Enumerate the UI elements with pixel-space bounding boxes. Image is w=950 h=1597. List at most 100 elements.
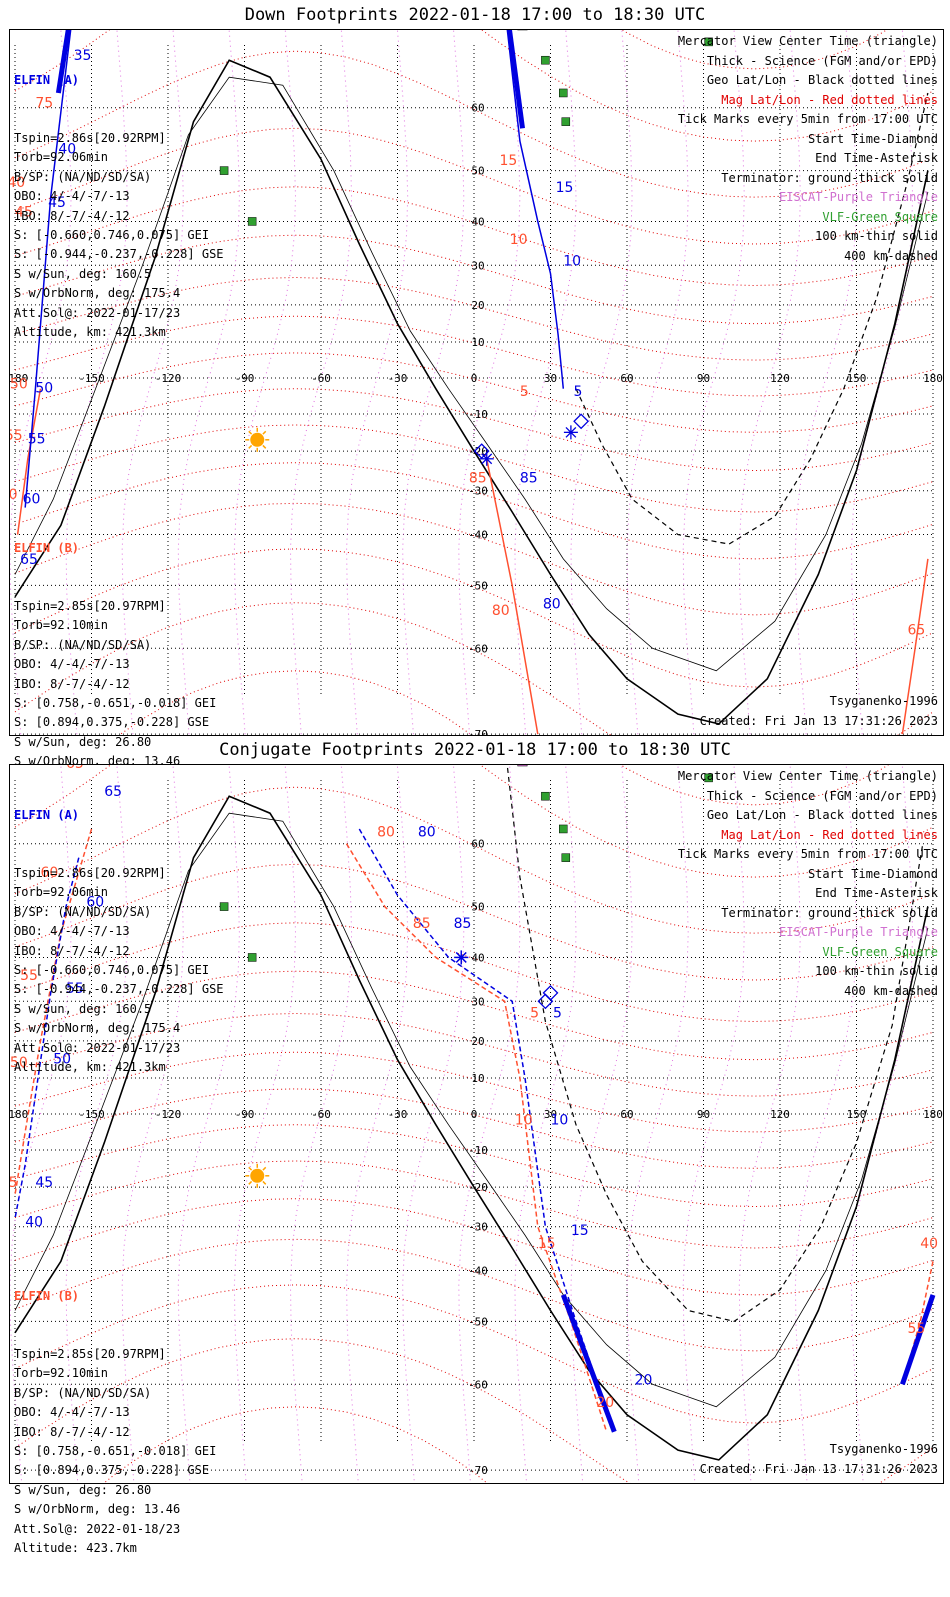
info-line: Altitude: 423.7km: [14, 1539, 216, 1558]
sun-ray: [249, 1181, 252, 1184]
elfin-b-name: ELFIN (B): [14, 1287, 216, 1306]
legend-item: 100 km-thin solid: [678, 227, 938, 247]
info-line: S: [-0.660,0.746,0.075] GEI: [14, 961, 224, 980]
info-line: Torb=92.10min: [14, 616, 216, 635]
info-line: Tspin=2.85s[20.97RPM]: [14, 1345, 216, 1364]
lat-tick-label: 60: [471, 102, 484, 115]
elfin-track: [487, 459, 538, 734]
mag-meridian: [459, 765, 520, 1483]
sun-ray: [263, 445, 266, 448]
mag-meridian: [347, 765, 408, 1483]
sun-ray: [263, 431, 266, 434]
lat-tick-label: -30: [468, 485, 488, 498]
sun-ray: [263, 1167, 266, 1170]
lat-tick-label: 40: [471, 215, 484, 228]
elfin-a-time-label: 85: [454, 916, 472, 932]
elfin-a-time-label: 5: [553, 1006, 562, 1022]
lon-tick-label: 30: [544, 372, 557, 385]
created-label: Created: Fri Jan 13 17:31:26 2023: [700, 1462, 938, 1476]
legend-item: Start Time-Diamond: [678, 130, 938, 150]
info-line: B/SP: (NA/ND/SD/SA): [14, 168, 224, 187]
info-line: S: [0.758,-0.651,-0.018] GEI: [14, 1442, 216, 1461]
sun-ray: [249, 431, 252, 434]
legend-item: 400 km-dashed: [678, 247, 938, 267]
mag-meridian: [403, 765, 464, 1483]
lat-tick-label: -10: [468, 408, 488, 421]
elfin-b-time-label: 15: [538, 1236, 556, 1252]
info-line: Altitude, km: 421.3km: [14, 323, 224, 342]
info-line: IBO: 8/-7/-4/-12: [14, 675, 216, 694]
lon-tick-label: 180: [923, 372, 943, 385]
vlf-station-square: [541, 56, 549, 64]
info-line: OBO: 4/-4/-7/-13: [14, 922, 224, 941]
info-line: S w/Sun, deg: 160.5: [14, 1000, 224, 1019]
info-line: S w/OrbNorm, deg: 13.46: [14, 1500, 216, 1519]
info-line: Att.Sol@: 2022-01-18/23: [14, 1520, 216, 1539]
lat-tick-label: -30: [468, 1221, 488, 1234]
legend-item: Terminator: ground-thick solid: [678, 169, 938, 189]
elfin-track: [494, 30, 563, 389]
lon-tick-label: 120: [770, 1108, 790, 1121]
info-line: S w/Sun, deg: 26.80: [14, 1481, 216, 1500]
sun-ray: [263, 1181, 266, 1184]
elfin-a-time-label: 85: [520, 471, 538, 487]
elfin-b-time-label: 15: [500, 153, 518, 169]
elfin-b-time-label: 10: [510, 232, 528, 248]
lat-tick-label: -10: [468, 1144, 488, 1157]
info-line: S: [0.894,0.375,-0.228] GSE: [14, 1461, 216, 1480]
info-line: S w/OrbNorm, deg: 175.4: [14, 1019, 224, 1038]
legend-item: Geo Lat/Lon - Black dotted lines: [678, 806, 938, 826]
created-label: Created: Fri Jan 13 17:31:26 2023: [700, 714, 938, 728]
elfin-a-time-label: 5: [573, 384, 582, 400]
info-line: Torb=92.10min: [14, 1364, 216, 1383]
vlf-station-square: [541, 792, 549, 800]
elfin-b-time-label: 55: [908, 1321, 926, 1337]
mag-meridian: [403, 30, 464, 735]
lon-tick-label: 90: [697, 1108, 710, 1121]
down-footprints-panel: -180-150-120-90-60-300306090120150180706…: [9, 29, 944, 736]
lat-tick-label: -40: [468, 1265, 488, 1278]
info-line: IBO: 8/-7/-4/-12: [14, 942, 224, 961]
lat-tick-label: 50: [471, 165, 484, 178]
lon-tick-label: 0: [471, 1108, 478, 1121]
info-line: S: [0.894,0.375,-0.228] GSE: [14, 713, 216, 732]
info-line: S: [-0.944,-0.237,-0.228] GSE: [14, 245, 224, 264]
sun-ray: [249, 1167, 252, 1170]
legend-item: Mercator View Center Time (triangle): [678, 767, 938, 787]
elfin-b-time-label: 5: [520, 384, 529, 400]
legend-item: Tick Marks every 5min from 17:00 UTC: [678, 110, 938, 130]
lon-tick-label: -90: [235, 1108, 255, 1121]
info-line: S: [-0.944,-0.237,-0.228] GSE: [14, 980, 224, 999]
lat-tick-label: 30: [471, 259, 484, 272]
info-line: Torb=92.06min: [14, 148, 224, 167]
legend-item: Thick - Science (FGM and/or EPD): [678, 52, 938, 72]
legend-item: VLF-Green Square: [678, 208, 938, 228]
info-line: IBO: 8/-7/-4/-12: [14, 1423, 216, 1442]
elfin-b-time-label: 80: [377, 824, 395, 840]
lat-tick-label: 10: [471, 336, 484, 349]
lat-tick-label: -70: [468, 1464, 488, 1477]
info-line: S: [-0.660,0.746,0.075] GEI: [14, 226, 224, 245]
elfin-b-time-label: 20: [596, 1395, 614, 1411]
lat-tick-label: -60: [468, 642, 488, 655]
legend-item: Thick - Science (FGM and/or EPD): [678, 787, 938, 807]
elfin-a-time-label: 20: [635, 1372, 653, 1388]
lon-tick-label: 0: [471, 372, 478, 385]
elfin-a-time-label: 15: [571, 1223, 589, 1239]
elfin-b-time-label: 10: [515, 1113, 533, 1129]
info-line: Att.Sol@: 2022-01-17/23: [14, 1039, 224, 1058]
legend-item: Mag Lat/Lon - Red dotted lines: [678, 91, 938, 111]
legend: Mercator View Center Time (triangle)Thic…: [678, 767, 938, 1001]
legend-item: Start Time-Diamond: [678, 865, 938, 885]
lon-tick-label: 150: [847, 372, 867, 385]
science-segment: [563, 1295, 614, 1432]
mag-meridian: [571, 765, 632, 1483]
elfin-a-time-label: 10: [563, 253, 581, 269]
lon-tick-label: -60: [311, 1108, 331, 1121]
legend-item: Terminator: ground-thick solid: [678, 904, 938, 924]
lon-tick-label: 180: [923, 1108, 943, 1121]
vlf-station-square: [559, 825, 567, 833]
